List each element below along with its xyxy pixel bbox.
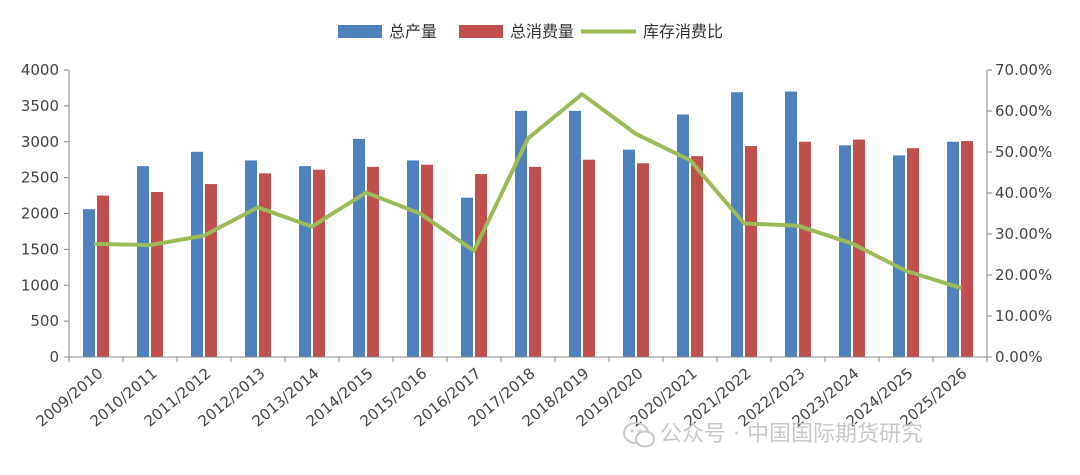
bar (97, 195, 109, 357)
bar (367, 166, 379, 357)
bar (353, 138, 365, 357)
y-tick-label-right: 10.00% (995, 307, 1052, 325)
bars (83, 91, 973, 358)
bar (299, 166, 311, 357)
legend-item: 总消费量 (459, 22, 574, 41)
bar (407, 160, 419, 357)
legend-label: 库存消费比 (643, 22, 723, 41)
legend-swatch (338, 25, 382, 38)
line-series (94, 92, 962, 290)
y-tick-label-left: 0 (49, 348, 59, 366)
y-tick-label-left: 2000 (21, 205, 59, 223)
bar (515, 110, 527, 358)
legend-swatch (459, 25, 503, 38)
y-tick-label-left: 3500 (21, 97, 59, 115)
y-tick-label-left: 3000 (21, 133, 59, 151)
legend-label: 总消费量 (510, 22, 574, 41)
bar (151, 191, 163, 357)
bar (205, 184, 217, 357)
bar (569, 110, 581, 358)
bar (191, 151, 203, 357)
watermark: 公众号 · 中国国际期货研究 (623, 422, 923, 448)
legend: 总产量 总消费量 库存消费比 (338, 22, 723, 41)
bar (907, 148, 919, 357)
y-tick-label-right: 60.00% (995, 102, 1052, 120)
y-tick-label-right: 70.00% (995, 61, 1052, 79)
bar (893, 155, 905, 357)
legend-label: 总产量 (389, 22, 437, 41)
bar (691, 156, 703, 357)
y-tick-label-left: 2500 (21, 169, 59, 187)
y-tick-label-left: 500 (30, 312, 59, 330)
y-tick-label-right: 20.00% (995, 266, 1052, 284)
bar (313, 169, 325, 357)
y-tick-label-right: 40.00% (995, 184, 1052, 202)
bar (839, 145, 851, 357)
bar (745, 146, 757, 357)
line-path (94, 92, 962, 290)
bar (421, 164, 433, 357)
y-tick-label-left: 1500 (21, 240, 59, 258)
y-tick-label-right: 30.00% (995, 225, 1052, 243)
y-tick-label-right: 50.00% (995, 143, 1052, 161)
bar (259, 173, 271, 357)
bar (677, 114, 689, 357)
bar (799, 141, 811, 357)
bar (529, 166, 541, 357)
legend-item: 库存消费比 (581, 22, 723, 41)
watermark-text: 公众号 · 中国国际期货研究 (660, 422, 923, 447)
bar (623, 149, 635, 357)
legend-item: 总产量 (338, 22, 437, 41)
bar (461, 197, 473, 357)
bar (961, 141, 973, 357)
bar (947, 141, 959, 357)
y-tick-label-left: 4000 (21, 61, 59, 79)
wechat-icon (623, 422, 655, 448)
bar (83, 209, 95, 357)
y-tick-label-right: 0.00% (995, 348, 1043, 366)
bar (731, 92, 743, 358)
bar (583, 159, 595, 357)
y-tick-label-left: 1000 (21, 276, 59, 294)
bar (245, 160, 257, 357)
bar (137, 166, 149, 357)
bar (637, 163, 649, 357)
bar (475, 174, 487, 357)
